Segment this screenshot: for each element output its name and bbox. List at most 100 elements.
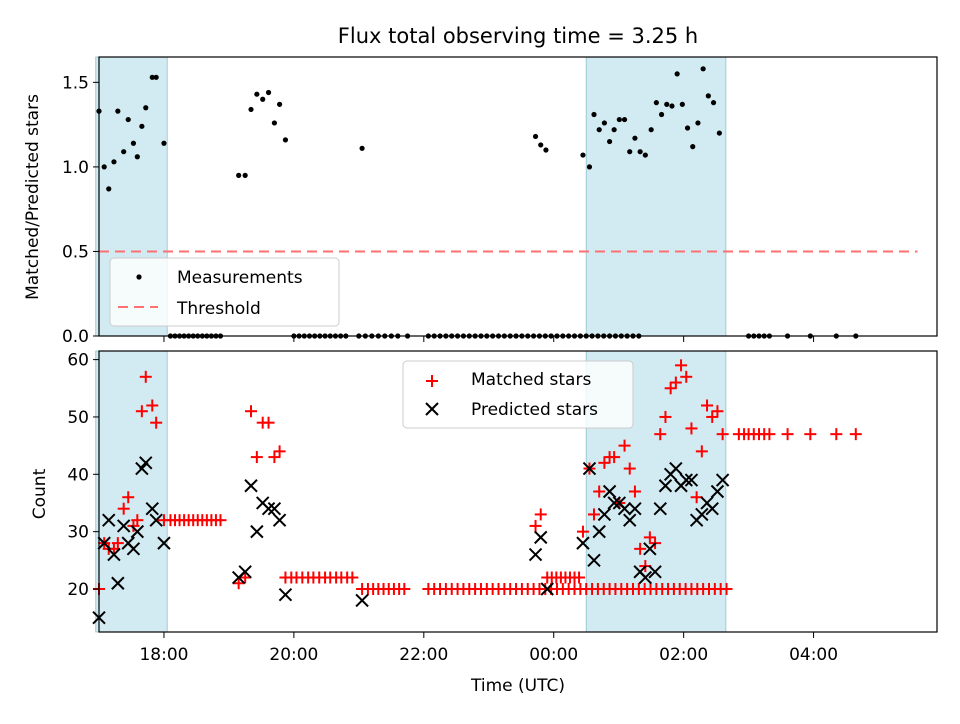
- matched-stars-point: [763, 428, 776, 441]
- y-tick-label: 0.5: [62, 242, 89, 262]
- measurement-point: [254, 91, 260, 97]
- legend-predicted-label: Predicted stars: [471, 400, 598, 420]
- predicted-stars-point: [643, 542, 657, 556]
- x-stroke-b: [540, 582, 554, 596]
- x-stroke-b: [97, 536, 111, 550]
- measurement-point: [134, 154, 140, 160]
- shaded-interval: [585, 56, 727, 337]
- x-stroke-b: [705, 501, 719, 516]
- measurement-point: [716, 130, 722, 136]
- measurement-point: [276, 101, 283, 107]
- x-stroke-b: [669, 461, 683, 476]
- x-stroke-b: [267, 501, 282, 516]
- predicted-stars-point: [238, 565, 252, 579]
- top-legend: Measurements Threshold: [109, 257, 340, 327]
- measurement-point: [359, 145, 365, 151]
- x-stroke-b: [149, 513, 163, 527]
- predicted-stars-point: [684, 473, 699, 487]
- predicted-stars-point: [130, 524, 145, 539]
- matched-stars-point: [534, 508, 547, 521]
- measurement-point: [705, 93, 711, 99]
- x-stroke-b: [638, 570, 653, 585]
- predicted-stars-point: [607, 496, 621, 510]
- measurement-point: [700, 66, 706, 72]
- top-x-ticks: [163, 336, 815, 342]
- measurement-point: [149, 74, 155, 80]
- matched-stars-point: [245, 405, 258, 418]
- predicted-stars-point: [278, 588, 293, 602]
- predicted-stars-point: [126, 542, 141, 556]
- matched-stars-point: [576, 525, 589, 538]
- bottom-legend: Matched stars Predicted stars: [402, 360, 634, 429]
- predicted-stars-point: [540, 582, 554, 596]
- x-stroke-b: [617, 501, 632, 516]
- x-stroke-b: [272, 513, 287, 527]
- x-stroke-b: [116, 519, 131, 533]
- x-stroke-b: [658, 479, 673, 493]
- predicted-stars-point: [116, 519, 131, 533]
- predicted-stars-point: [528, 547, 543, 562]
- measurement-point: [642, 152, 648, 158]
- predicted-stars-series: [92, 456, 730, 625]
- measurement-point: [106, 186, 112, 192]
- predicted-stars-point: [638, 570, 653, 585]
- matched-stars-point: [781, 428, 794, 441]
- x-stroke-b: [355, 593, 369, 608]
- predicted-stars-point: [261, 501, 276, 516]
- x-stroke-b: [592, 524, 606, 539]
- measurement-point: [260, 96, 266, 102]
- matched-stars-point: [830, 428, 843, 441]
- measurement-point: [101, 164, 107, 170]
- matched-stars-point: [654, 428, 667, 441]
- matched-stars-point: [239, 571, 252, 584]
- matched-stars-point: [711, 405, 724, 418]
- matched-stars-point: [232, 577, 245, 590]
- y-tick-label: 1.5: [62, 73, 89, 93]
- top-y-ticks: 0.0 0.5 1.0 1.5: [62, 73, 99, 347]
- predicted-stars-point: [710, 484, 725, 499]
- matched-stars-point: [146, 399, 159, 412]
- x-tick-label: 02:00: [659, 645, 708, 665]
- x-stroke-b: [278, 588, 293, 602]
- bottom-y-ticks: 20 30 40 50 60: [67, 351, 99, 600]
- legend-matched-label: Matched stars: [471, 370, 591, 390]
- x-stroke-b: [102, 513, 116, 527]
- predicted-stars-point: [135, 461, 149, 476]
- matched-stars-point: [573, 571, 586, 584]
- matched-stars-point: [716, 428, 729, 441]
- predicted-stars-point: [267, 501, 282, 516]
- matched-stars-point: [608, 451, 621, 464]
- matched-stars-point: [588, 508, 601, 521]
- predicted-stars-point: [623, 513, 637, 527]
- predicted-stars-point: [653, 501, 667, 516]
- predicted-stars-point: [602, 484, 617, 499]
- measurement-point: [538, 142, 544, 148]
- x-stroke-b: [710, 484, 725, 499]
- measurement-point: [543, 147, 549, 153]
- predicted-stars-point: [157, 536, 171, 550]
- matched-stars-point: [720, 582, 733, 595]
- matched-stars-point: [135, 405, 148, 418]
- shaded-interval: [95, 350, 168, 633]
- predicted-stars-point: [355, 593, 369, 608]
- measurement-point: [153, 74, 159, 80]
- y-tick-label: 50: [67, 408, 89, 428]
- measurement-point: [242, 172, 248, 178]
- bottom-axes-frame: [98, 350, 938, 633]
- x-stroke-b: [628, 501, 642, 516]
- matched-stars-point: [675, 359, 688, 372]
- matched-stars-point: [598, 456, 611, 469]
- predicted-stars-point: [102, 513, 116, 527]
- measurement-point: [130, 140, 137, 146]
- measurement-point: [139, 123, 145, 129]
- measurement-point: [265, 89, 272, 96]
- y-tick-label: 20: [67, 580, 89, 600]
- x-stroke-b: [126, 542, 141, 556]
- matched-stars-point: [273, 445, 286, 458]
- measurement-point: [653, 100, 659, 106]
- matched-stars-point: [643, 531, 656, 544]
- x-axis-label: Time (UTC): [470, 676, 565, 696]
- x-stroke-b: [111, 576, 125, 590]
- matched-stars-point: [849, 428, 862, 441]
- predicted-stars-point: [648, 565, 662, 579]
